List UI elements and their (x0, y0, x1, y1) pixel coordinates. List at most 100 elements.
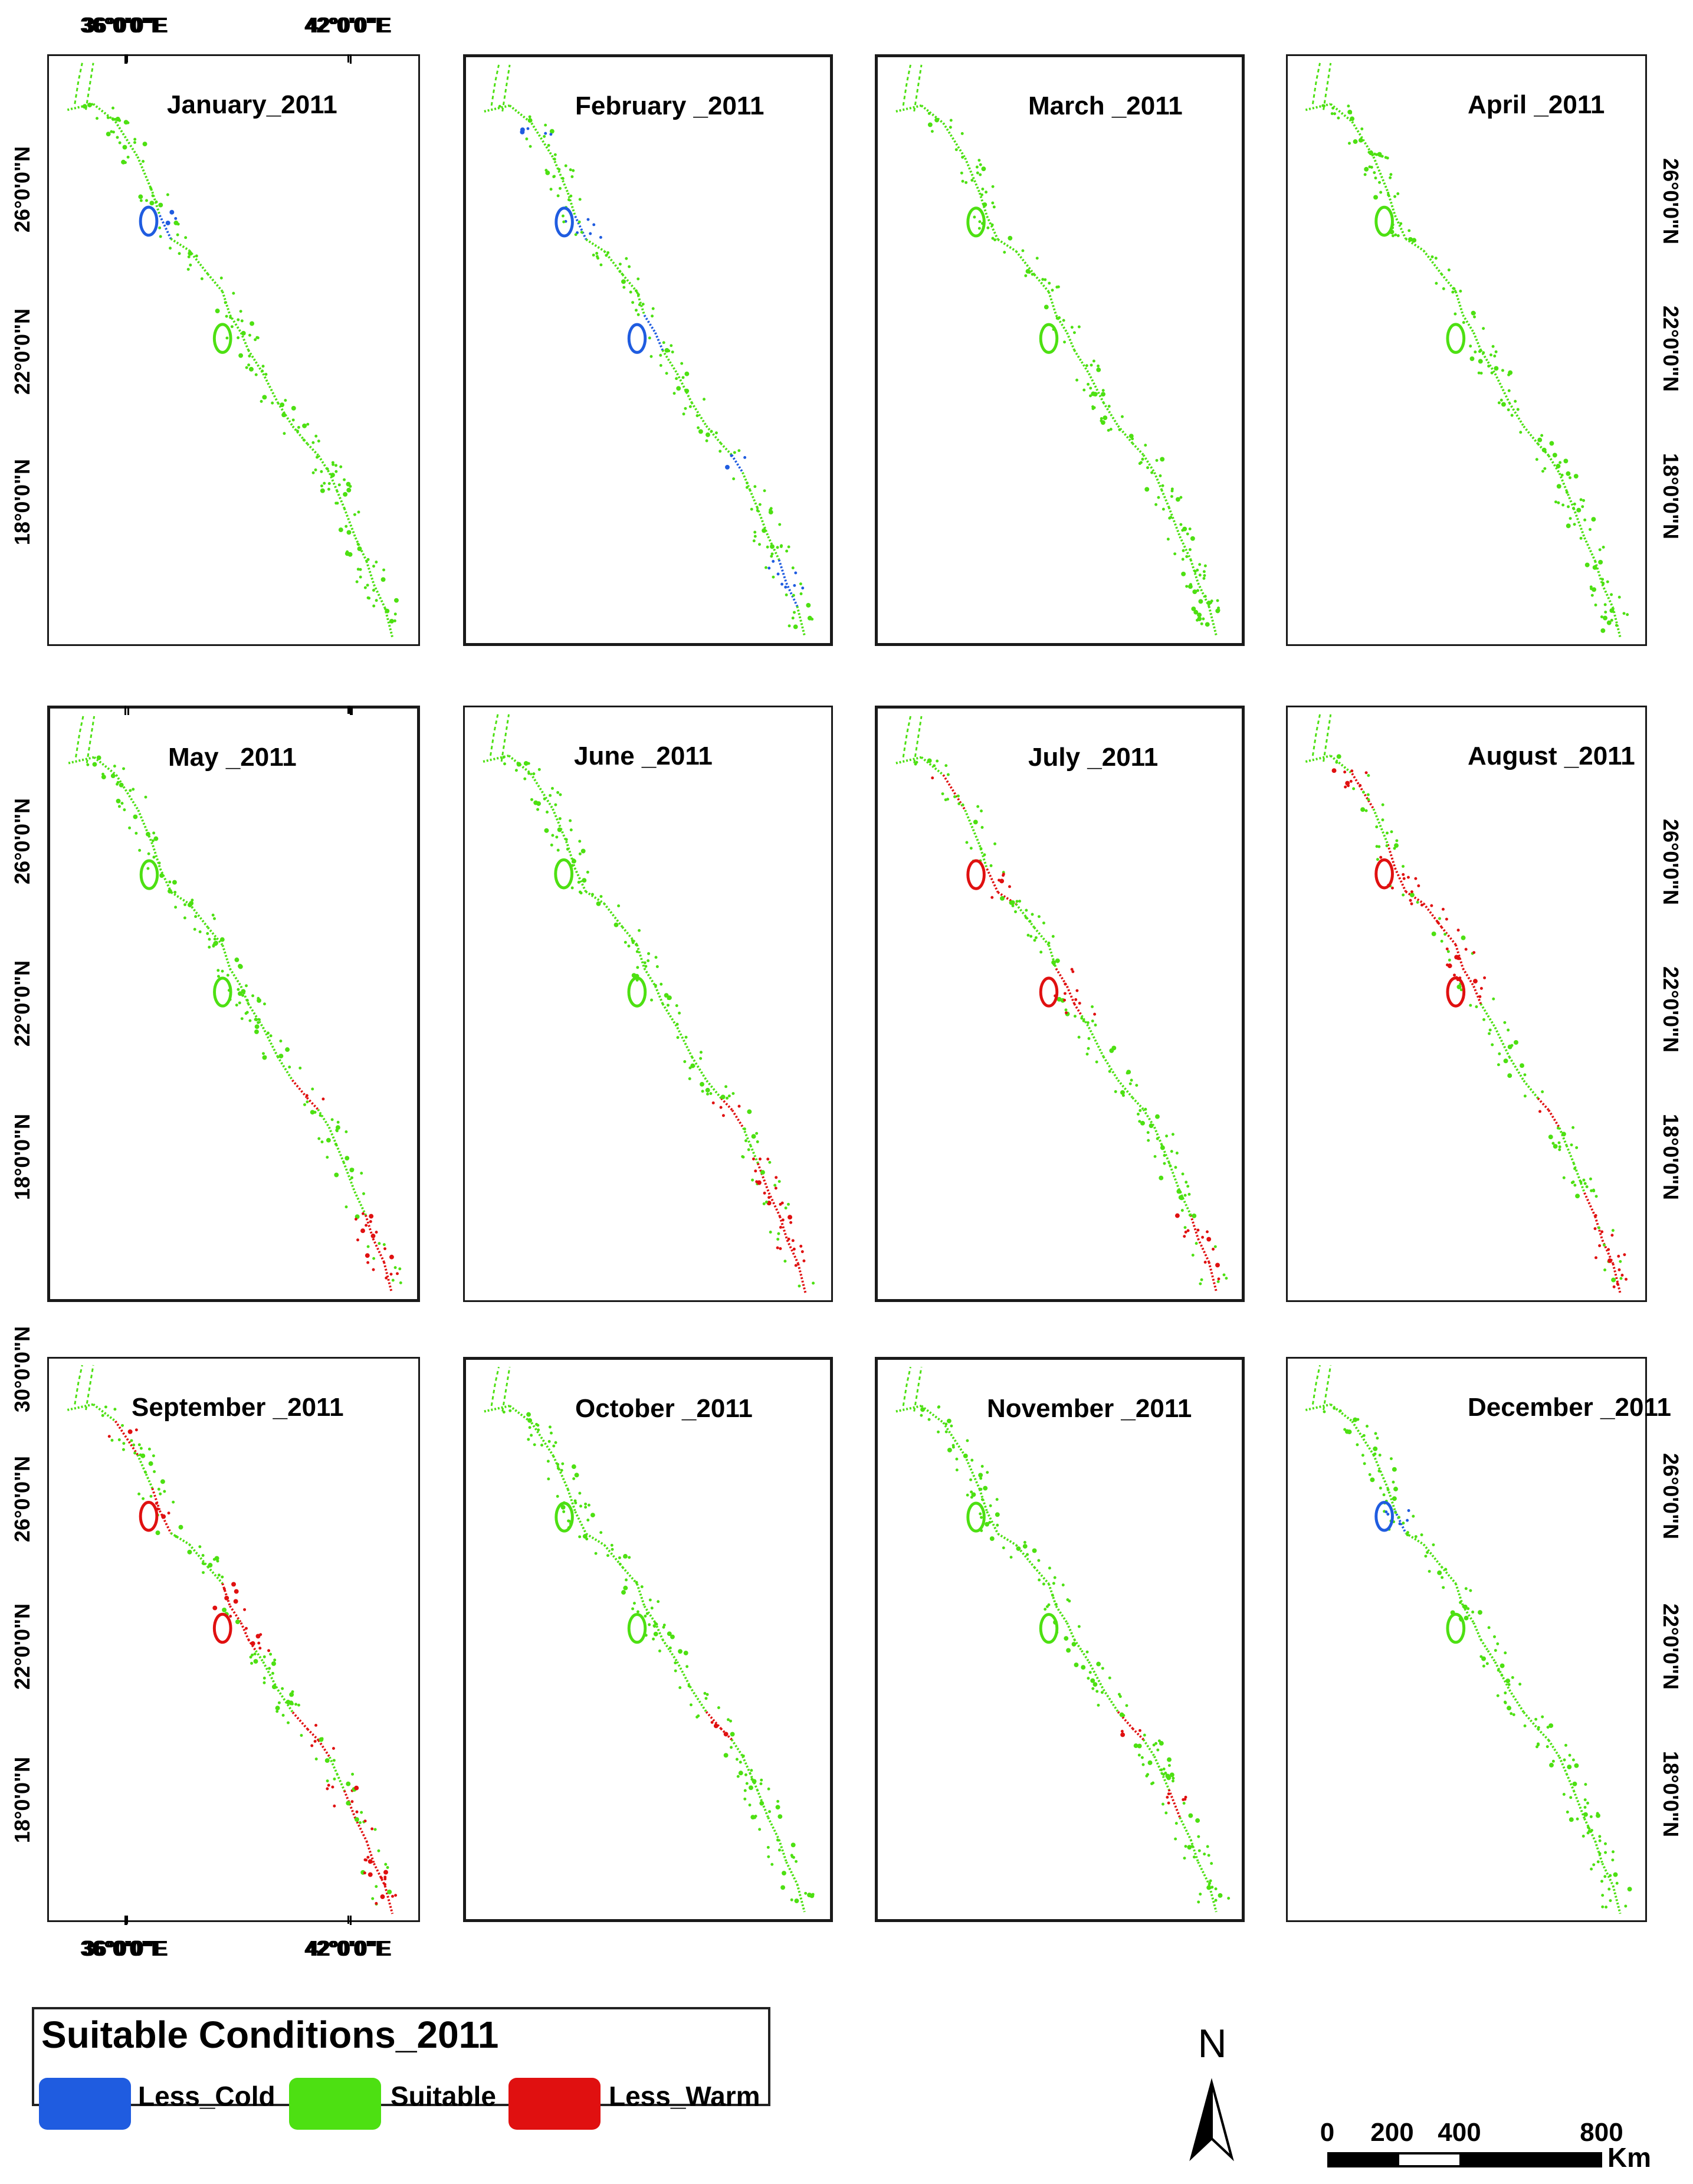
reef-point (1407, 229, 1411, 232)
coast-segment (1479, 1638, 1489, 1652)
reef-point (383, 1870, 388, 1875)
reef-point (1590, 1189, 1593, 1192)
reef-point (249, 1655, 252, 1659)
reef-point (1364, 771, 1368, 775)
coast-segment (383, 1261, 393, 1292)
reef-point (1507, 1028, 1510, 1032)
coast-segment (276, 1056, 294, 1081)
reef-point (343, 478, 346, 481)
reef-point (1596, 1813, 1600, 1818)
reef-point (240, 1017, 244, 1021)
reef-point (132, 788, 135, 791)
coast-segment (1612, 608, 1622, 638)
gulf-coast-line (1323, 714, 1332, 762)
reef-point (1500, 1663, 1505, 1668)
reef-point (1559, 461, 1562, 464)
reef-point (672, 392, 676, 395)
reef-point (1092, 1682, 1098, 1687)
reef-point (553, 175, 556, 178)
reef-point (153, 836, 159, 841)
reef-point (245, 1626, 248, 1630)
reef-point (1602, 546, 1605, 549)
reef-point (385, 608, 390, 614)
reef-point (1378, 1453, 1382, 1457)
reef-point (584, 1502, 588, 1506)
reef-point (1353, 139, 1358, 144)
reef-point (1217, 606, 1220, 610)
reef-point (92, 762, 97, 767)
reef-point (1048, 1566, 1051, 1570)
reef-point (1044, 278, 1047, 281)
reef-point (737, 1104, 741, 1108)
reef-point (1558, 1148, 1561, 1152)
reef-point (1594, 1214, 1597, 1217)
reef-point (327, 487, 330, 491)
reef-point (1594, 1256, 1597, 1260)
reef-point (1493, 355, 1497, 358)
reef-point (1206, 1237, 1212, 1242)
reef-point (732, 477, 736, 481)
reef-point (1025, 909, 1028, 912)
reef-point (638, 929, 641, 932)
reef-point (783, 1260, 787, 1263)
reef-point (283, 432, 286, 435)
reef-point (703, 1691, 707, 1695)
reef-point (1362, 1434, 1366, 1437)
reef-point (1392, 1496, 1397, 1501)
reef-point (394, 1894, 398, 1897)
reef-point (1156, 1137, 1159, 1140)
reef-point (776, 1238, 780, 1241)
reef-point (1570, 1143, 1573, 1147)
reef-point (1576, 1817, 1579, 1821)
reef-point (1169, 1772, 1174, 1778)
reef-point (969, 1478, 972, 1481)
reef-point (498, 104, 501, 108)
reef-point (558, 817, 562, 821)
coast-segment (1601, 1862, 1615, 1887)
reef-point (1501, 369, 1504, 372)
reef-point (523, 777, 527, 781)
lon-label-36e-bottom: 36°0'0"E (80, 1936, 166, 1960)
reef-point (973, 819, 978, 825)
reef-point (1174, 1837, 1177, 1841)
coast-segment (508, 104, 533, 124)
reef-point (1607, 1248, 1610, 1251)
coast-segment (730, 1739, 744, 1757)
reef-point (756, 1140, 759, 1143)
coast-segment (327, 1126, 337, 1146)
reef-point (165, 221, 170, 225)
reef-point (793, 583, 796, 587)
reef-point (1182, 549, 1185, 552)
coast-segment (254, 1650, 264, 1663)
coast-segment (1066, 985, 1075, 1005)
reef-point (1151, 1781, 1155, 1785)
coast-segment (306, 443, 320, 457)
reef-point (544, 123, 547, 127)
reef-point (279, 1039, 283, 1043)
reef-point (777, 1180, 781, 1183)
reef-point (752, 539, 756, 543)
reef-point (580, 848, 586, 854)
reef-point (662, 1624, 666, 1627)
coast-segment (1142, 1739, 1156, 1757)
reef-point (1603, 1875, 1607, 1878)
reef-point (330, 473, 335, 478)
reef-point (992, 205, 996, 209)
reef-point (1337, 116, 1340, 120)
reef-point (1579, 498, 1583, 501)
reef-point (1331, 106, 1335, 110)
reef-point (717, 1706, 720, 1710)
reef-point (1080, 1016, 1084, 1020)
reef-point (159, 1492, 162, 1496)
reef-point (1564, 1743, 1567, 1747)
reef-point (1572, 1781, 1577, 1786)
reef-point (116, 136, 119, 139)
reef-point (993, 238, 997, 242)
reef-point (332, 1747, 335, 1750)
reef-point (1103, 415, 1108, 421)
reef-point (934, 117, 940, 123)
reef-point (1479, 372, 1483, 375)
reef-point (1478, 995, 1482, 998)
reef-point (314, 1723, 318, 1727)
reef-point (555, 835, 559, 839)
